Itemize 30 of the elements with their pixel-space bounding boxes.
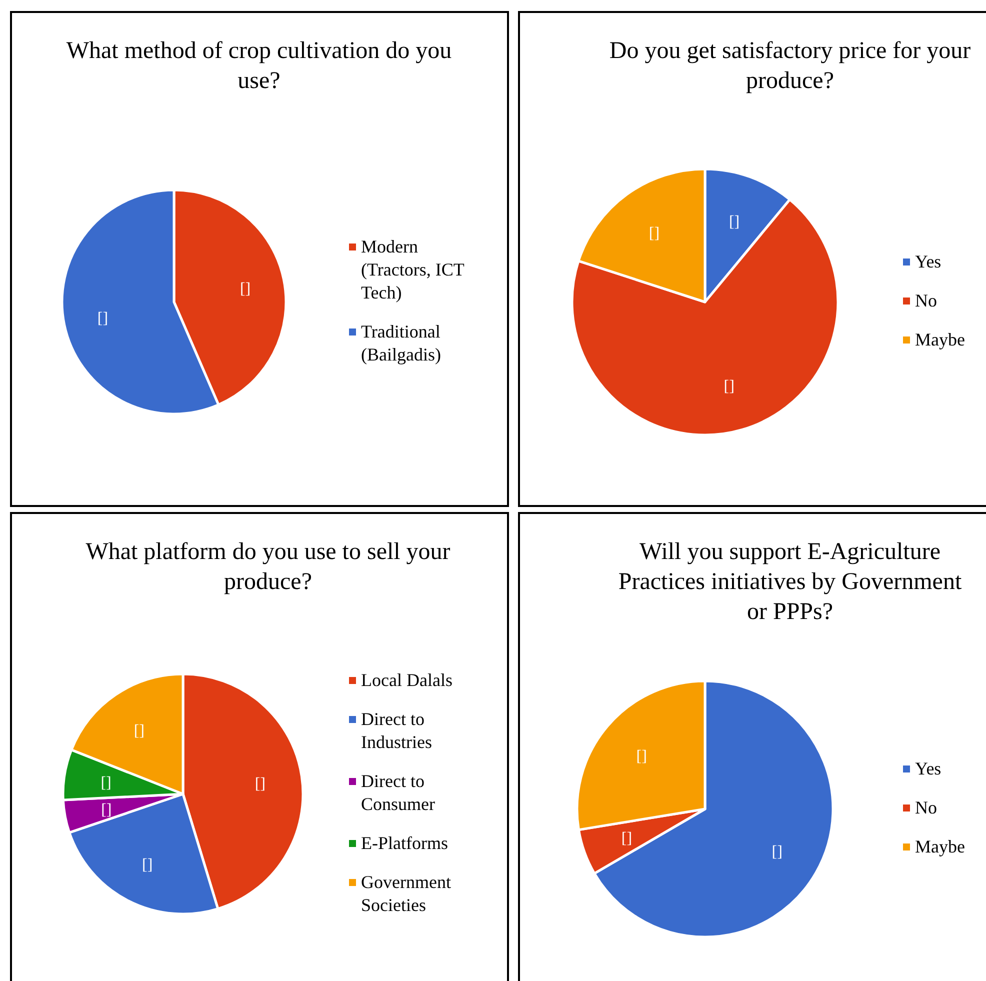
data-label: [] xyxy=(648,225,660,242)
legend-label: Direct to Industries xyxy=(361,709,432,752)
data-label: [] xyxy=(772,843,782,860)
legend-label: Maybe xyxy=(915,330,965,350)
data-label: [] xyxy=(101,802,112,819)
legend-label: Direct to Consumer xyxy=(361,771,435,814)
legend-label: E-Platforms xyxy=(361,833,448,853)
legend-label: No xyxy=(915,798,937,818)
data-label: [] xyxy=(240,280,251,298)
legend-label: Yes xyxy=(915,252,942,272)
chart-title: What method of crop cultivation do you use? xyxy=(66,38,452,94)
data-label: [] xyxy=(621,830,632,848)
data-label: [] xyxy=(100,774,112,792)
data-label: [] xyxy=(134,722,144,740)
legend-label: Government Societies xyxy=(361,872,451,915)
data-label: [] xyxy=(142,856,153,874)
legend-label: Yes xyxy=(915,758,942,778)
legend-label: Maybe xyxy=(915,836,965,856)
chart-title: Will you support E-Agriculture Practices initiatives by Government or PPPs? xyxy=(618,539,962,625)
data-label: [] xyxy=(636,748,647,766)
chart-title: Do you get satisfactory price for your produce? xyxy=(609,38,971,94)
legend-label: Modern (Tractors, ICT Tech) xyxy=(361,236,464,302)
legend-label: No xyxy=(915,290,937,310)
data-label: [] xyxy=(254,776,266,793)
data-label: [] xyxy=(97,310,108,327)
data-label: [] xyxy=(724,378,734,396)
legend-label: Local Dalals xyxy=(361,670,452,690)
legend-label: Traditional (Bailgadis) xyxy=(361,322,441,364)
data-label: [] xyxy=(728,214,740,231)
chart-title: What platform do you use to sell your produce? xyxy=(86,539,450,595)
